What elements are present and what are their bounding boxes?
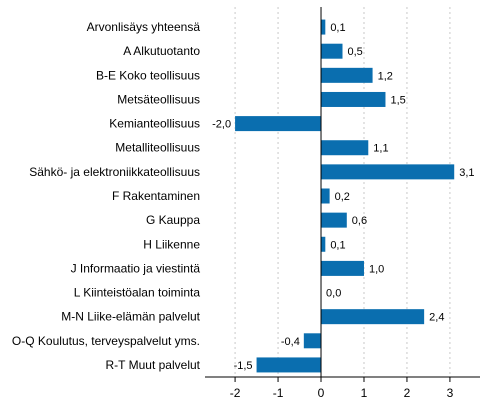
category-label: B-E Koko teollisuus (96, 68, 200, 82)
value-label: 0,1 (330, 22, 345, 34)
x-tick-label: 0 (318, 386, 325, 400)
bar (321, 164, 455, 180)
bar (235, 116, 322, 132)
category-label: Sähkö- ja elektroniikkateollisuus (29, 165, 200, 179)
category-label: O-Q Koulutus, terveyspalvelut yms. (12, 334, 200, 348)
category-label: F Rakentaminen (112, 189, 200, 203)
label-layer: Arvonlisäys yhteensä 0,1 A Alkutuotanto 0,5… (12, 20, 475, 372)
category-label: Kemianteollisuus (109, 117, 200, 131)
category-label: L Kiinteistöalan toiminta (74, 286, 201, 300)
bar (321, 260, 364, 276)
bar (321, 236, 326, 252)
bar (303, 333, 322, 349)
value-label: 0,5 (348, 46, 363, 58)
value-label: -1,5 (234, 360, 253, 372)
bar (321, 19, 326, 35)
value-label: 1,5 (390, 94, 405, 106)
x-tick-label: -1 (273, 386, 284, 400)
value-label: 1,2 (378, 70, 393, 82)
bar-layer (235, 19, 455, 373)
category-label: H Liikenne (143, 237, 200, 251)
value-label: 1,1 (373, 143, 388, 155)
bar (321, 212, 347, 228)
bar (321, 43, 343, 59)
value-label: -2,0 (212, 119, 231, 131)
value-label: 0,0 (326, 288, 341, 300)
x-tick-label: 1 (361, 386, 368, 400)
bar (321, 309, 425, 325)
category-label: A Alkutuotanto (123, 44, 200, 58)
category-label: M-N Liike-elämän palvelut (61, 310, 200, 324)
bar (321, 67, 373, 83)
bar (256, 357, 322, 373)
value-label: 0,6 (352, 215, 367, 227)
x-tick-label: -2 (230, 386, 241, 400)
category-label: Arvonlisäys yhteensä (87, 20, 201, 34)
x-tick-label: 3 (447, 386, 454, 400)
value-label: -0,4 (281, 336, 300, 348)
category-label: Metsäteollisuus (117, 92, 200, 106)
value-label: 2,4 (429, 312, 444, 324)
bar (321, 140, 369, 156)
value-label: 3,1 (459, 167, 474, 179)
value-label: 1,0 (369, 263, 384, 275)
category-label: J Informaatio ja viestintä (71, 261, 201, 275)
category-label: Metalliteollisuus (115, 141, 200, 155)
x-tick-label: 2 (404, 386, 411, 400)
value-label: 0,2 (335, 191, 350, 203)
category-label: R-T Muut palvelut (106, 358, 201, 372)
value-label: 0,1 (330, 239, 345, 251)
bar (321, 91, 386, 107)
category-label: G Kauppa (146, 213, 200, 227)
bar (321, 188, 330, 204)
axis-layer: -2 -1 0 1 2 3 (205, 7, 480, 400)
